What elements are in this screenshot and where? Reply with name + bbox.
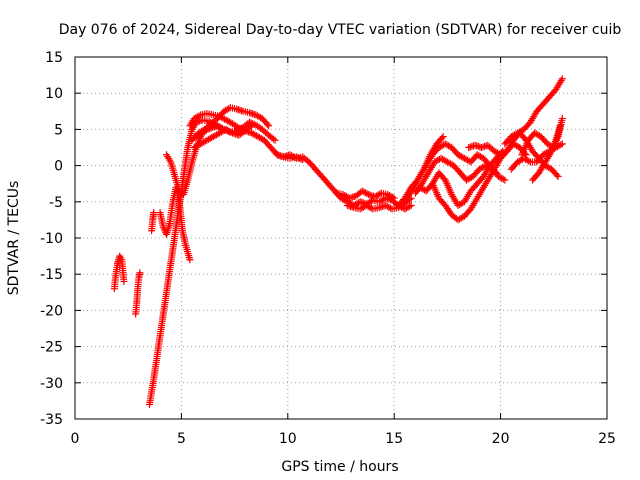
y-axis-label: SDTVAR / TECUs <box>6 181 22 296</box>
y-tick-label: -35 <box>40 412 63 428</box>
y-tick-label: 0 <box>54 159 63 175</box>
data-point <box>366 203 374 211</box>
data-point <box>407 201 415 209</box>
y-tick-label: -30 <box>40 376 63 392</box>
data-point <box>390 194 398 202</box>
data-point <box>438 134 446 142</box>
data-point <box>222 126 230 134</box>
series-arc-10 <box>194 118 279 144</box>
data-point <box>544 163 552 171</box>
data-point <box>223 105 231 113</box>
data-point <box>444 142 452 150</box>
data-point <box>363 190 371 198</box>
data-point <box>269 135 277 143</box>
data-point <box>220 125 228 133</box>
data-point <box>186 256 194 264</box>
x-axis-label: GPS time / hours <box>281 459 398 475</box>
data-point <box>289 153 297 161</box>
series-arc-4 <box>145 116 226 409</box>
data-point <box>558 140 566 148</box>
series-arc-2 <box>132 269 144 318</box>
data-point <box>353 200 361 208</box>
data-point <box>204 125 212 133</box>
y-tick-label: -5 <box>49 195 63 211</box>
series-arc-12 <box>333 187 398 202</box>
data-point <box>406 202 414 210</box>
data-point <box>378 196 386 204</box>
data-point <box>263 120 271 128</box>
x-tick-label: 25 <box>598 431 616 447</box>
x-tick-label: 15 <box>385 431 403 447</box>
data-point <box>523 156 531 164</box>
y-tick-label: -20 <box>40 303 63 319</box>
data-point <box>249 120 257 128</box>
data-point <box>498 174 506 182</box>
data-point <box>120 277 128 285</box>
series-arc-21 <box>501 75 566 148</box>
y-tick-label: -15 <box>40 267 63 283</box>
series-arc-5 <box>156 183 194 264</box>
data-point <box>558 115 566 123</box>
series-arc-24 <box>518 122 564 159</box>
y-tick-label: -10 <box>40 231 63 247</box>
data-point <box>534 131 542 139</box>
data-point <box>389 193 397 201</box>
x-tick-label: 5 <box>177 431 186 447</box>
data-point <box>223 127 231 135</box>
y-axis: 15 10 5 0 -5 -10 -15 -20 -25 -30 -35 <box>40 50 607 428</box>
data-point <box>385 203 393 211</box>
x-tick-label: 10 <box>279 431 297 447</box>
y-tick-label: -25 <box>40 340 63 356</box>
data-point <box>525 157 533 165</box>
data-point <box>476 153 484 161</box>
data-point <box>202 126 210 134</box>
data-point <box>557 141 565 149</box>
data-point <box>271 136 279 144</box>
data-points <box>110 75 566 409</box>
data-point <box>556 122 564 130</box>
data-point <box>374 191 382 199</box>
data-point <box>218 124 226 132</box>
x-tick-label: 0 <box>71 431 80 447</box>
y-tick-label: 5 <box>54 122 63 138</box>
x-tick-label: 20 <box>492 431 510 447</box>
chart-title: Day 076 of 2024, Sidereal Day-to-day VTE… <box>59 22 622 38</box>
x-axis: 0 5 10 15 20 25 <box>71 57 616 447</box>
data-point <box>499 175 507 183</box>
data-point <box>245 118 253 126</box>
y-tick-label: 15 <box>45 50 63 66</box>
data-point <box>457 214 465 222</box>
data-point <box>247 119 255 127</box>
series-arc-1 <box>110 252 128 293</box>
data-point <box>558 75 566 83</box>
series-arc-15 <box>403 140 500 202</box>
data-point <box>517 156 525 164</box>
data-point <box>434 156 442 164</box>
data-point <box>439 133 447 141</box>
series-arc-3 <box>148 209 158 235</box>
data-point <box>553 171 561 179</box>
plot-frame <box>74 56 608 420</box>
series-arc-11 <box>273 151 415 213</box>
data-point <box>150 209 158 217</box>
data-point <box>195 112 203 120</box>
data-point <box>513 142 521 150</box>
data-point <box>457 200 465 208</box>
y-tick-label: 10 <box>45 86 63 102</box>
data-point <box>501 176 509 184</box>
data-point <box>201 127 209 135</box>
data-point <box>479 163 487 171</box>
data-point <box>136 269 144 277</box>
data-point <box>466 174 474 182</box>
data-point <box>554 172 562 180</box>
data-point <box>265 122 273 130</box>
data-point <box>359 203 367 211</box>
data-point <box>206 125 214 133</box>
